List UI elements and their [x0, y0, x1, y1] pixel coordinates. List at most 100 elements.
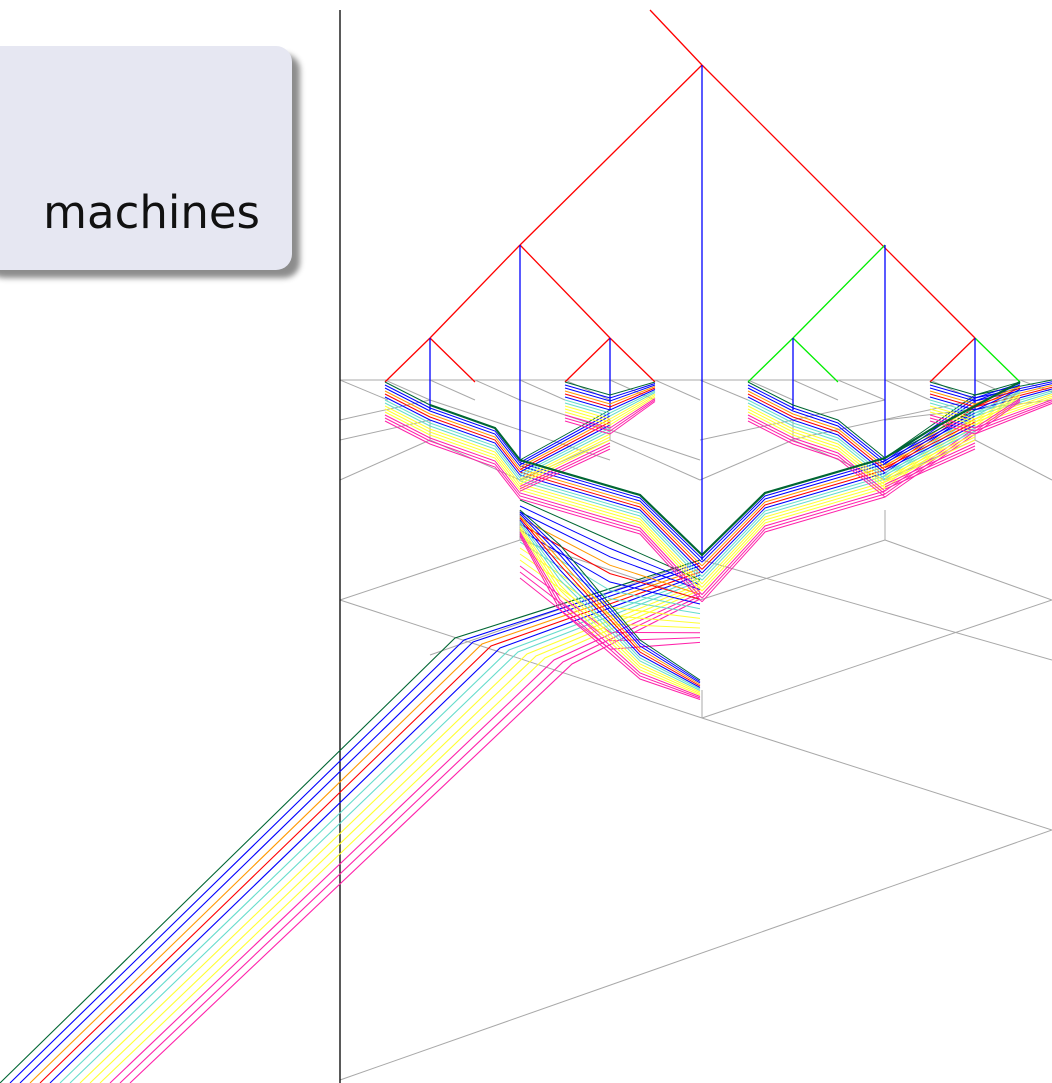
bundle-line — [929, 390, 1021, 414]
grid-line — [974, 439, 1052, 481]
bundle-line — [747, 393, 886, 471]
red-line — [384, 337, 431, 383]
bundle-line — [564, 389, 656, 411]
bundle-line — [884, 433, 976, 478]
bundle-line — [747, 399, 886, 477]
red-line — [649, 9, 703, 66]
bundle-line — [519, 511, 701, 591]
bundle-line — [109, 592, 701, 1083]
bundle-line — [884, 430, 976, 476]
bundle-line — [519, 412, 611, 463]
green-line — [974, 337, 1021, 383]
grid-line — [837, 379, 886, 401]
grid-line — [699, 439, 794, 481]
grid-line — [654, 379, 701, 401]
red-line — [429, 337, 476, 383]
grid-line — [474, 379, 521, 401]
bundle-line — [884, 424, 976, 471]
bundle-line — [519, 433, 611, 480]
bundle-line — [747, 387, 886, 465]
bundle-line — [884, 436, 976, 481]
bundle-edge — [429, 381, 1021, 557]
bundle-line — [564, 386, 656, 405]
bundle-line — [519, 448, 611, 492]
red-line — [519, 244, 611, 339]
bundle-line — [564, 392, 656, 417]
red-line — [564, 337, 611, 383]
grid-line — [339, 439, 431, 481]
bundle-line — [384, 408, 703, 588]
grid-line — [609, 439, 701, 481]
bundle-line — [39, 571, 701, 1083]
bundle-line — [384, 396, 703, 574]
green-line — [747, 337, 794, 383]
bundle-line — [519, 527, 701, 694]
bundle-line — [564, 387, 656, 408]
bundle-line — [747, 414, 886, 492]
bundle-line — [519, 523, 701, 691]
bundle-line — [519, 529, 701, 696]
bundle-line — [929, 398, 1021, 429]
bundle-line — [384, 393, 703, 570]
bundle-line — [384, 387, 703, 563]
grid-line — [701, 717, 1052, 831]
bundle-line — [884, 439, 976, 483]
bundle-line — [564, 390, 656, 414]
bundle-line — [519, 517, 701, 687]
bundle-line — [519, 409, 611, 461]
bundle-line — [564, 399, 656, 432]
machines-callout — [0, 46, 292, 270]
bundle-line — [747, 405, 886, 483]
bundle-line — [519, 519, 701, 688]
bundle-line — [519, 427, 611, 475]
bundle-line — [519, 525, 701, 693]
callout-label: machines — [43, 186, 260, 239]
grid-line — [339, 829, 1052, 1081]
bundle-line — [384, 390, 703, 567]
grid-line — [929, 379, 976, 401]
grid-line — [701, 559, 1052, 661]
bundle-line — [519, 533, 701, 699]
bundle-line — [0, 559, 701, 1083]
grid-line — [519, 539, 701, 601]
bundle-line — [564, 396, 656, 426]
bundle-line — [747, 411, 886, 489]
bundle-line — [884, 442, 976, 485]
bundle-line — [747, 381, 886, 459]
bundle-line — [929, 401, 1021, 435]
bundle-line — [519, 559, 701, 629]
grid-line — [792, 379, 839, 401]
bundle-line — [519, 442, 611, 487]
bundle-line — [929, 395, 1021, 423]
bundle-line — [384, 417, 703, 599]
grid-line — [699, 539, 886, 601]
bundle-line — [564, 401, 656, 435]
bundle-line — [929, 386, 1021, 405]
bundle-line — [129, 598, 701, 1083]
bundle-line — [49, 574, 701, 1083]
bundle-line — [519, 513, 701, 684]
bundle-line — [564, 384, 656, 402]
bundle-line — [69, 580, 701, 1083]
bundle-line — [747, 390, 886, 468]
bundle-line — [19, 565, 701, 1083]
grid-line — [564, 379, 611, 401]
bundle-line — [519, 445, 611, 490]
bundle-line — [929, 396, 1021, 426]
bundle-line — [884, 445, 976, 488]
bundle-line — [564, 393, 656, 420]
bundle-line — [564, 395, 656, 423]
bundle-line — [929, 389, 1021, 411]
bundle-line — [384, 402, 703, 581]
bundle-line — [9, 562, 701, 1083]
bundle-line — [384, 384, 703, 559]
bundle-line — [519, 531, 701, 697]
bundle-line — [519, 430, 611, 478]
green-line — [792, 337, 839, 383]
bundle-line — [519, 511, 701, 682]
bundle-line — [929, 392, 1021, 417]
bundle-line — [747, 384, 886, 462]
bundle-line — [99, 589, 701, 1083]
bundle-line — [564, 381, 656, 396]
